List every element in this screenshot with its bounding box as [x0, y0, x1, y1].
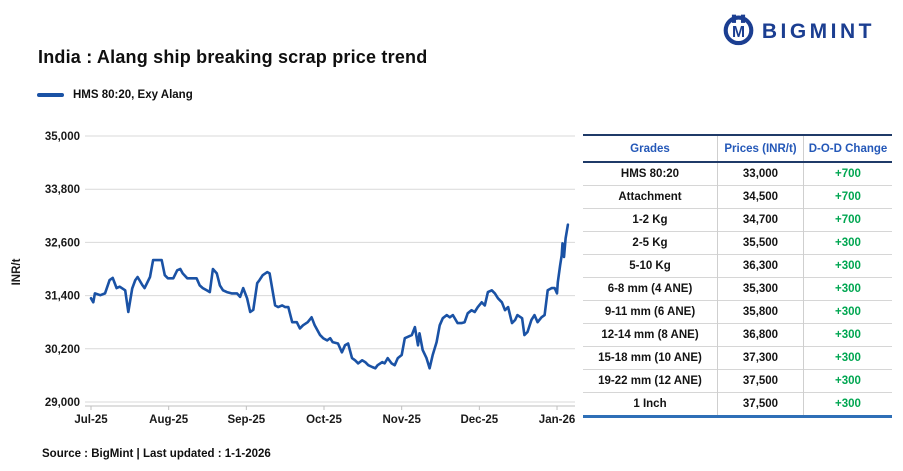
- cell-price: 37,500: [717, 369, 804, 393]
- page-title: India : Alang ship breaking scrap price …: [38, 47, 428, 67]
- y-axis-tick-label: 35,000: [45, 131, 80, 143]
- cell-grade: 12-14 mm (8 ANE): [583, 323, 718, 347]
- cell-change: +300: [803, 323, 892, 347]
- cell-change: +300: [803, 369, 892, 393]
- cell-change: +300: [803, 392, 892, 418]
- y-axis-title: INR/t: [11, 258, 23, 285]
- table-row: 19-22 mm (12 ANE) 37,500 +300: [583, 369, 892, 393]
- x-axis-tick-label: Jul-25: [74, 414, 108, 426]
- source-note: Source : BigMint | Last updated : 1-1-20…: [42, 448, 271, 460]
- price-trend-line: [89, 223, 570, 370]
- x-axis-tick-label: Nov-25: [383, 414, 422, 426]
- x-axis-tick-label: Jan-26: [539, 414, 575, 426]
- x-axis-tick-label: Sep-25: [227, 414, 265, 426]
- legend-line-swatch: [37, 93, 64, 97]
- table-row: HMS 80:20 33,000 +700: [583, 162, 892, 186]
- cell-change: +300: [803, 254, 892, 278]
- y-axis-tick-label: 33,800: [45, 184, 80, 196]
- cell-grade: 1-2 Kg: [583, 208, 718, 232]
- table-row: 5-10 Kg 36,300 +300: [583, 254, 892, 278]
- y-axis-tick-label: 30,200: [45, 344, 80, 356]
- x-axis-tick-label: Aug-25: [149, 414, 189, 426]
- table-row: 6-8 mm (4 ANE) 35,300 +300: [583, 277, 892, 301]
- table-row: 15-18 mm (10 ANE) 37,300 +300: [583, 346, 892, 370]
- cell-change: +300: [803, 300, 892, 324]
- cell-price: 34,500: [717, 185, 804, 209]
- table-row: 1-2 Kg 34,700 +700: [583, 208, 892, 232]
- x-axis-tick-label: Dec-25: [460, 414, 498, 426]
- cell-price: 36,300: [717, 254, 804, 278]
- cell-price: 35,300: [717, 277, 804, 301]
- cell-change: +700: [803, 208, 892, 232]
- cell-price: 33,000: [717, 162, 804, 186]
- cell-change: +700: [803, 185, 892, 209]
- cell-price: 35,800: [717, 300, 804, 324]
- column-header-dod-change: D-O-D Change: [803, 134, 892, 163]
- cell-grade: 9-11 mm (6 ANE): [583, 300, 718, 324]
- cell-grade: Attachment: [583, 185, 718, 209]
- cell-change: +300: [803, 346, 892, 370]
- legend-label: HMS 80:20, Exy Alang: [73, 89, 193, 101]
- cell-price: 35,500: [717, 231, 804, 255]
- chart-legend: HMS 80:20, Exy Alang: [37, 89, 193, 101]
- cell-grade: HMS 80:20: [583, 162, 718, 186]
- cell-price: 36,800: [717, 323, 804, 347]
- x-axis-tick-label: Oct-25: [306, 414, 342, 426]
- cell-grade: 5-10 Kg: [583, 254, 718, 278]
- cell-change: +300: [803, 277, 892, 301]
- bigmint-circle-m-icon: M: [722, 13, 755, 51]
- svg-text:M: M: [732, 24, 745, 41]
- cell-change: +700: [835, 168, 861, 180]
- cell-grade: 19-22 mm (12 ANE): [583, 369, 718, 393]
- cell-price: 34,700: [717, 208, 804, 232]
- table-row: 1 Inch 37,500 +300: [583, 392, 892, 418]
- cell-grade: 15-18 mm (10 ANE): [583, 346, 718, 370]
- bigmint-logo: M BIGMINT: [722, 13, 875, 51]
- column-header-prices: Prices (INR/t): [717, 134, 804, 163]
- table-row: Attachment 34,500 +700: [583, 185, 892, 209]
- cell-change: +300: [803, 231, 892, 255]
- column-header-grades: Grades: [583, 134, 718, 163]
- cell-price: 37,300: [717, 346, 804, 370]
- table-row: 2-5 Kg 35,500 +300: [583, 231, 892, 255]
- y-axis-tick-label: 31,400: [45, 291, 80, 303]
- y-axis-tick-label: 29,000: [45, 397, 80, 409]
- y-axis-tick-label: 32,600: [45, 237, 80, 249]
- table-row: 12-14 mm (8 ANE) 36,800 +300: [583, 323, 892, 347]
- grade-price-table: Grades Prices (INR/t) D-O-D Change HMS 8…: [583, 134, 892, 418]
- cell-price: 37,500: [717, 392, 804, 418]
- cell-grade: 6-8 mm (4 ANE): [583, 277, 718, 301]
- cell-grade: 2-5 Kg: [583, 231, 718, 255]
- table-row: 9-11 mm (6 ANE) 35,800 +300: [583, 300, 892, 324]
- logo-wordmark: BIGMINT: [761, 20, 875, 43]
- cell-grade: 1 Inch: [583, 392, 718, 418]
- price-table-body: HMS 80:20 33,000 +700 Attachment 34,500 +700 1…: [583, 162, 892, 418]
- table-header-row: Grades Prices (INR/t) D-O-D Change: [583, 134, 892, 163]
